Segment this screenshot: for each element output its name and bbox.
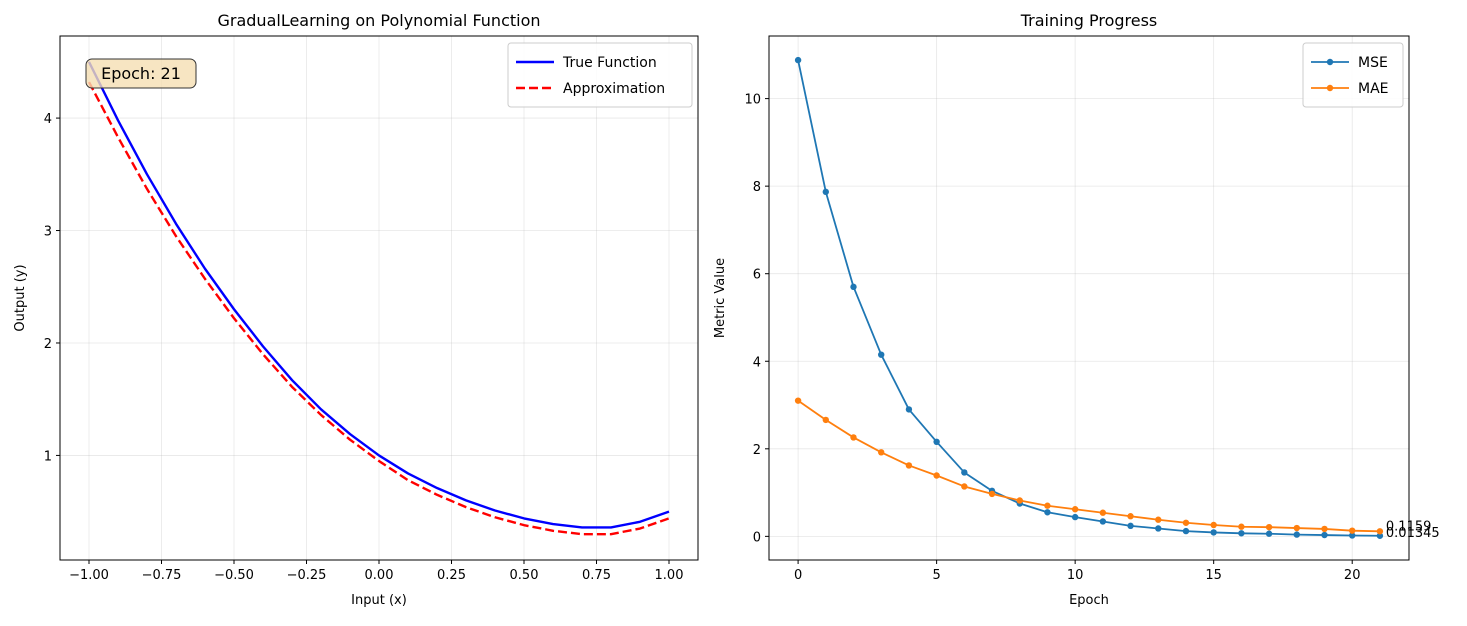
y-tick-label: 0	[753, 530, 761, 545]
data-point-mse	[1349, 532, 1356, 539]
series-line-approximation	[87, 81, 670, 536]
data-point-mse	[933, 438, 940, 446]
data-point-mae	[1210, 521, 1217, 529]
epoch-annotation-box	[85, 58, 197, 89]
x-tick-label: −0.25	[287, 568, 327, 583]
data-point-mae	[1321, 525, 1328, 533]
legend-marker	[1326, 84, 1334, 92]
data-point-mae	[794, 397, 802, 404]
data-point-mse	[1127, 522, 1134, 530]
axes-frame	[768, 35, 1410, 561]
plot-area	[769, 36, 1409, 560]
y-axis-label: Output (y)	[13, 264, 28, 331]
x-axis-label: Epoch	[1069, 593, 1109, 608]
data-point-mse	[794, 56, 802, 64]
x-tick-label: −1.00	[69, 568, 109, 583]
data-point-mse	[1099, 518, 1107, 525]
y-tick-label: 4	[753, 355, 761, 370]
data-point-mae	[988, 490, 996, 498]
data-point-mse	[1238, 530, 1245, 537]
data-point-mse	[961, 469, 968, 476]
data-point-mse	[1321, 531, 1328, 539]
data-point-mae	[933, 472, 940, 479]
x-tick-label: 0.25	[437, 568, 466, 583]
legend-label-approximation: Approximation	[563, 81, 665, 97]
data-point-mse	[822, 188, 829, 196]
x-tick-label: 0	[794, 568, 802, 583]
data-point-mae	[822, 416, 829, 424]
data-point-mae	[878, 449, 885, 456]
x-tick-label: 5	[932, 568, 940, 583]
polynomial-chart: −1.00 −0.75 −0.50 −0.25 0.00 0.25 0.50 0.75 1.00…	[13, 11, 699, 608]
x-tick-label: 0.00	[365, 568, 394, 583]
data-point-mse	[850, 283, 857, 291]
data-point-mae	[850, 434, 857, 441]
chart-title: GradualLearning on Polynomial Function	[217, 11, 540, 30]
chart-title: Training Progress	[1020, 11, 1158, 30]
legend-marker	[1326, 58, 1334, 66]
x-tick-label: 1.00	[655, 568, 684, 583]
y-tick-label: 3	[44, 225, 52, 240]
data-point-mse	[1376, 532, 1384, 539]
y-tick-label: 2	[44, 337, 52, 352]
plot-area	[60, 36, 698, 560]
data-point-mae	[1071, 506, 1079, 513]
y-tick-label: 6	[753, 268, 761, 283]
legend-label-mae: MAE	[1358, 81, 1389, 97]
data-point-mae	[905, 462, 913, 469]
end-label-mae: 0.1159	[1386, 519, 1432, 534]
data-point-mse	[878, 351, 885, 358]
data-point-mse	[1265, 530, 1273, 537]
data-point-mae	[1238, 523, 1245, 530]
series-line-true-function	[87, 61, 670, 529]
x-tick-label: 0.50	[510, 568, 539, 583]
data-point-mse	[905, 406, 913, 413]
y-tick-label: 8	[753, 180, 761, 195]
x-tick-label: 15	[1205, 568, 1222, 583]
series-line-mae	[797, 399, 1380, 533]
y-tick-label: 1	[44, 449, 52, 464]
data-point-mse	[1293, 531, 1300, 538]
y-tick-label: 4	[44, 112, 52, 127]
legend-label-mse: MSE	[1358, 55, 1388, 71]
legend-box	[507, 42, 693, 108]
data-point-mae	[961, 483, 968, 490]
y-tick-label: 2	[753, 443, 761, 458]
x-tick-label: 20	[1344, 568, 1361, 583]
x-axis-label: Input (x)	[351, 593, 407, 608]
data-point-mae	[1293, 524, 1300, 532]
data-point-mae	[1155, 516, 1162, 523]
data-point-mae	[1016, 497, 1023, 504]
data-point-mse	[1210, 529, 1217, 536]
data-point-mse	[1155, 525, 1162, 532]
y-tick-label: 10	[744, 93, 761, 108]
x-tick-label: −0.50	[214, 568, 254, 583]
series-line-mse	[797, 59, 1380, 537]
x-tick-label: 10	[1067, 568, 1084, 583]
epoch-annotation: Epoch: 21	[101, 64, 181, 83]
end-label-mse: 0.01345	[1386, 526, 1440, 541]
data-point-mae	[1265, 523, 1273, 531]
legend-label-true-function: True Function	[562, 55, 657, 71]
x-tick-label: 0.75	[582, 568, 611, 583]
y-axis-label: Metric Value	[713, 258, 728, 338]
data-point-mae	[1182, 519, 1190, 526]
data-point-mse	[1044, 509, 1051, 516]
x-tick-label: −0.75	[142, 568, 182, 583]
data-point-mae	[1376, 528, 1384, 535]
data-point-mae	[1044, 502, 1051, 509]
legend-box	[1302, 42, 1404, 108]
data-point-mse	[1071, 513, 1079, 521]
data-point-mae	[1099, 509, 1107, 516]
training-progress-chart: 0 5 10 15 20 0 2 4 6 8 10 Training Progress Epoch Met…	[713, 11, 1440, 608]
data-point-mse	[1182, 527, 1190, 535]
data-point-mae	[1349, 527, 1356, 534]
data-point-mae	[1127, 513, 1134, 520]
